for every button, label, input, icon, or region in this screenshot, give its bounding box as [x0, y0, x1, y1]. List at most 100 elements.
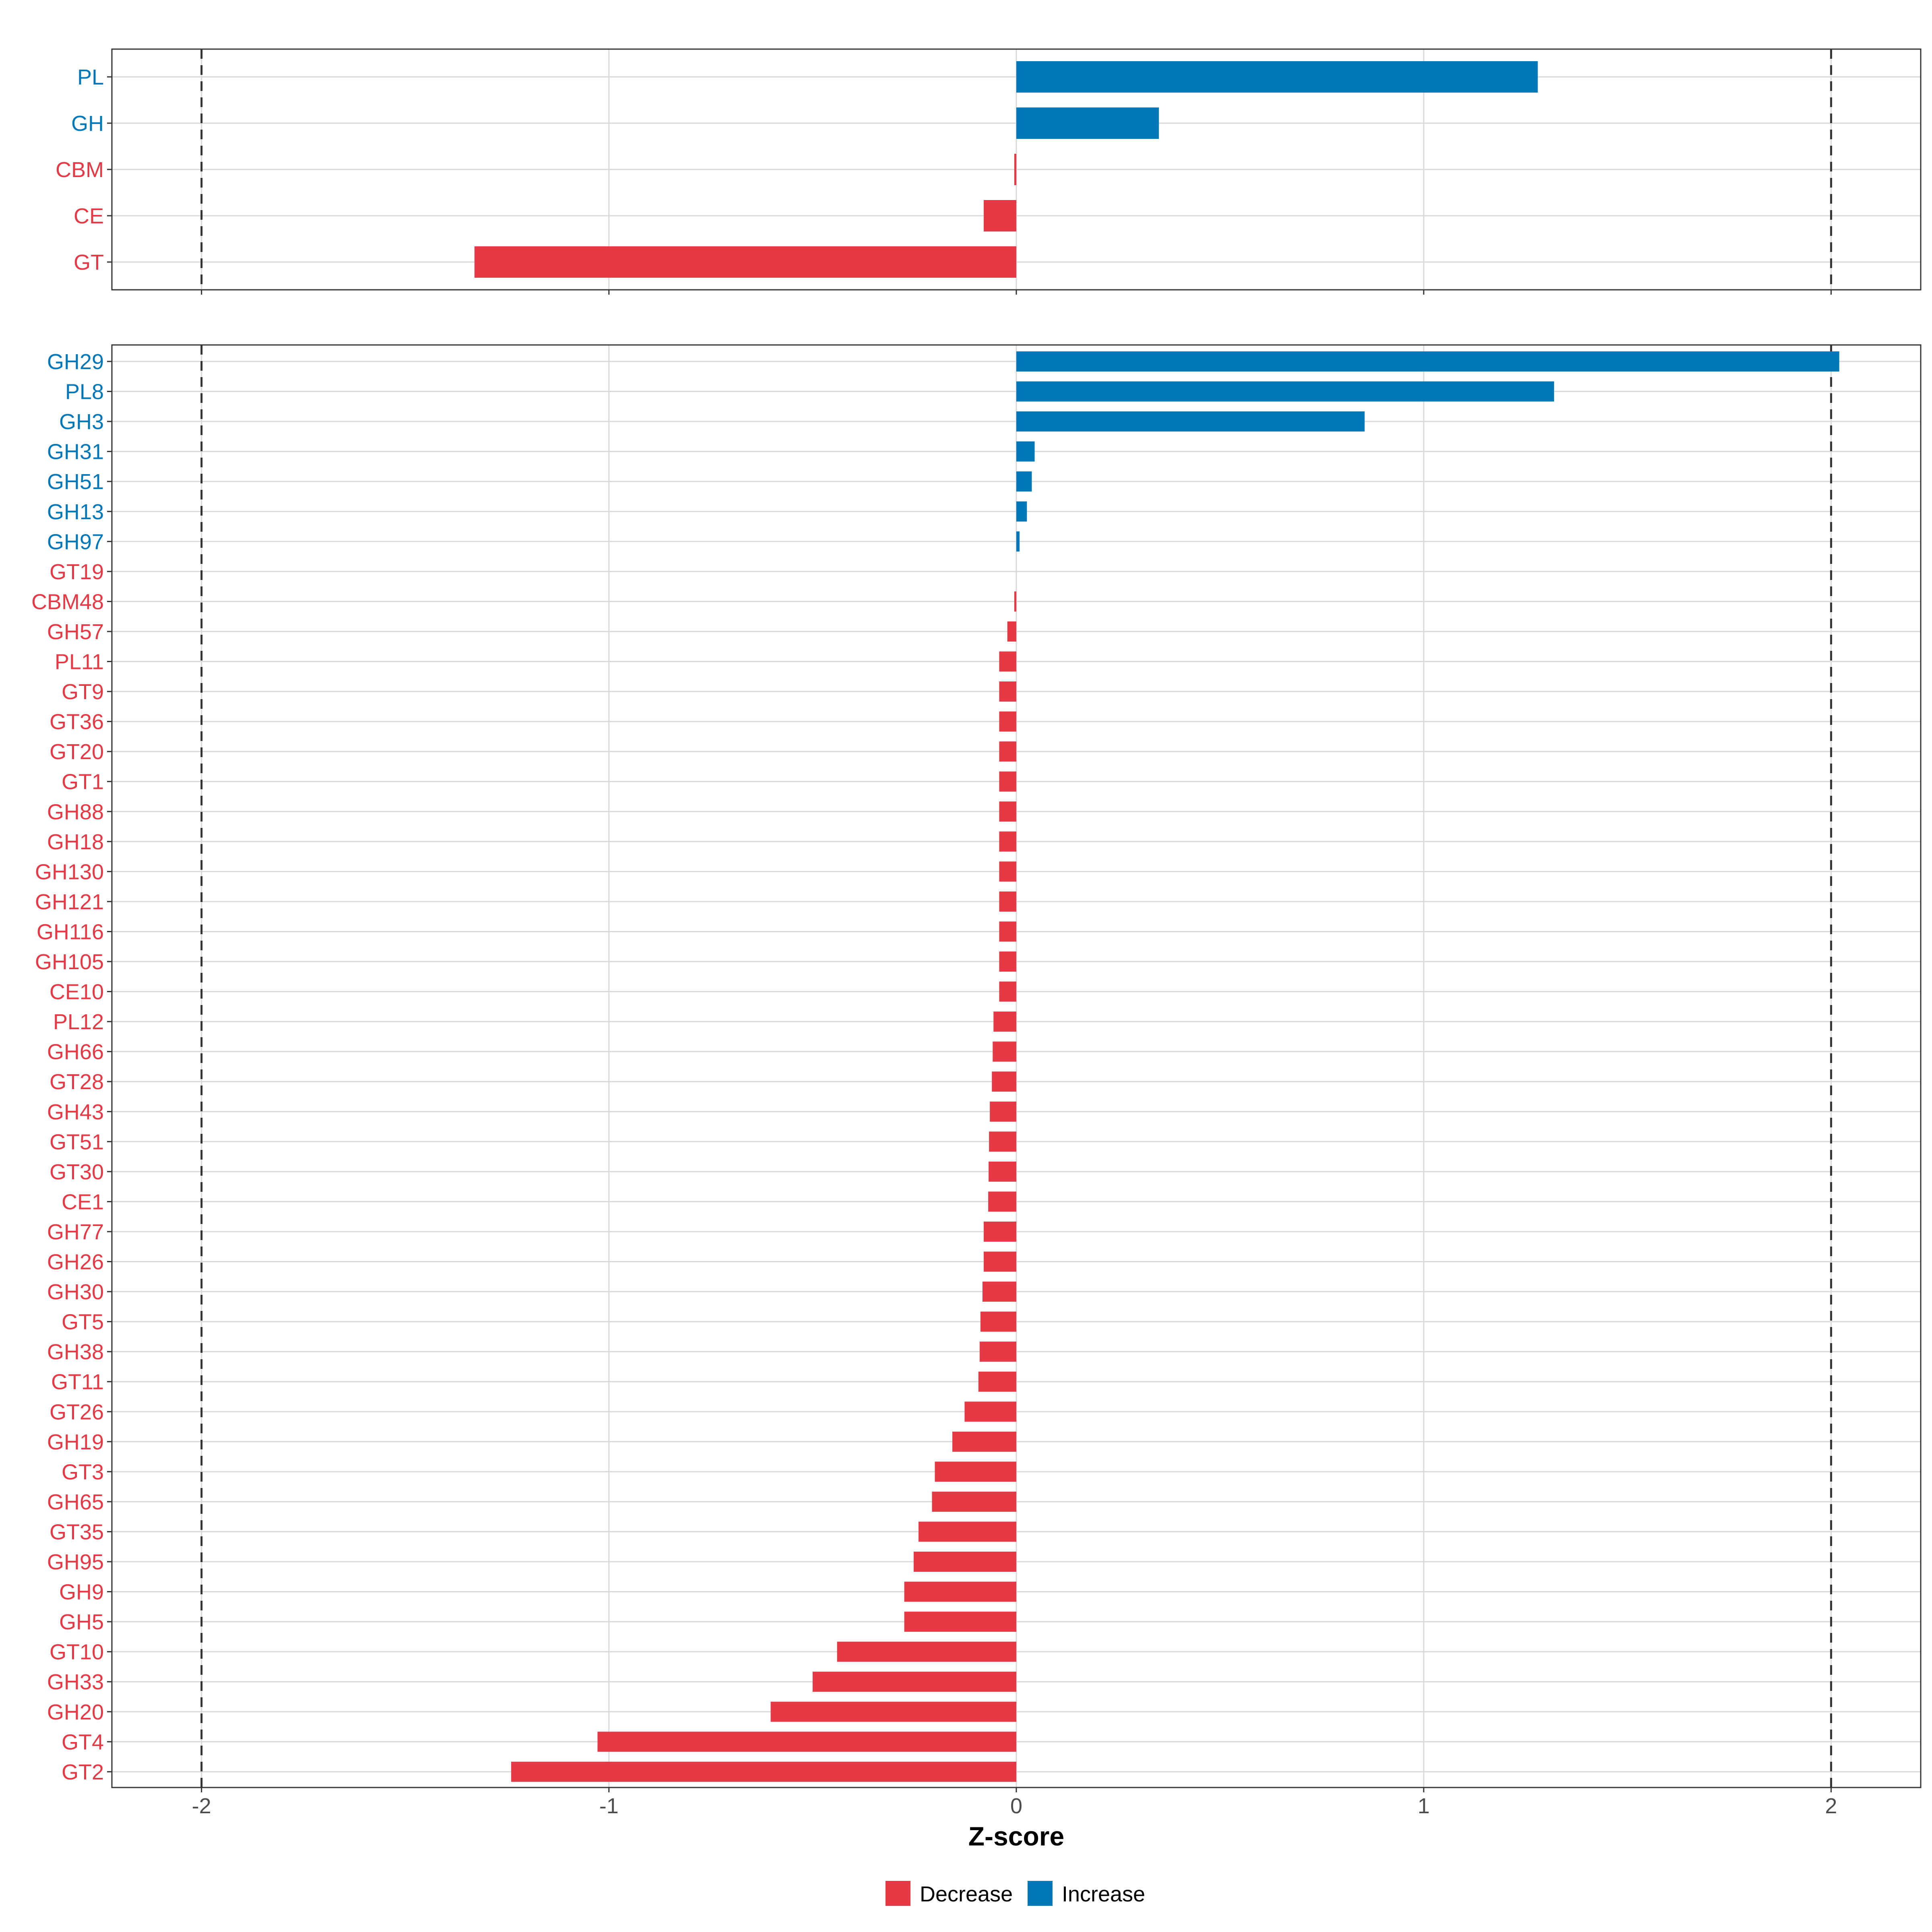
bottom-panel: GH29 PL8 GH3 GH31 GH51 GH13 GH97 GT19 CBM48 GH57 P…: [31, 344, 1922, 1792]
bottom-ylabel-pl12: PL12: [53, 1010, 104, 1034]
bottom-bar-gh77: [984, 1221, 1016, 1242]
bottom-ylabel-gh20: GH20: [47, 1700, 104, 1724]
bottom-ylabel-gt28: GT28: [50, 1070, 104, 1094]
bottom-ylabel-gt10: GT10: [50, 1640, 104, 1664]
bottom-bar-cbm48: [1014, 591, 1016, 612]
bottom-ylabel-gh88: GH88: [47, 800, 104, 824]
bottom-ylabel-gh65: GH65: [47, 1490, 104, 1514]
bottom-bar-gh57: [1007, 621, 1016, 642]
bottom-bar-pl8: [1016, 381, 1554, 402]
bottom-bar-gt10: [837, 1641, 1016, 1662]
top-bar-cbm: [1014, 154, 1016, 185]
bottom-ylabel-gt36: GT36: [50, 710, 104, 734]
legend-swatch-increase: [1028, 1881, 1053, 1906]
bottom-ylabel-gh95: GH95: [47, 1550, 104, 1574]
top-ylabel-cbm: CBM: [56, 158, 104, 182]
bottom-bar-gh3: [1016, 411, 1365, 432]
bottom-bar-gt20: [999, 741, 1016, 762]
bottom-ylabel-gh31: GH31: [47, 440, 104, 464]
bottom-bar-gt5: [980, 1311, 1016, 1332]
bottom-bar-gt11: [978, 1371, 1016, 1392]
bottom-bar-gh13: [1016, 501, 1027, 522]
bottom-ylabel-gt35: GT35: [50, 1520, 104, 1544]
x-tick-label-2: 2: [1825, 1794, 1837, 1818]
top-ylabel-gh: GH: [71, 111, 104, 136]
bottom-bar-gt4: [597, 1732, 1016, 1752]
x-tick-label--2: -2: [192, 1794, 211, 1818]
bottom-bar-gt9: [999, 681, 1016, 702]
top-ylabel-pl: PL: [77, 65, 104, 89]
bottom-ylabel-gh38: GH38: [47, 1340, 104, 1364]
bottom-ylabel-gt5: GT5: [62, 1310, 104, 1334]
bottom-ylabel-gt19: GT19: [50, 560, 104, 584]
bottom-bar-gh18: [999, 831, 1016, 852]
bottom-bar-gt30: [989, 1161, 1016, 1182]
bottom-bar-gh66: [993, 1041, 1016, 1062]
bottom-ylabel-gh29: GH29: [47, 350, 104, 374]
bottom-ylabel-gt9: GT9: [62, 680, 104, 704]
bottom-bar-gh130: [999, 861, 1016, 882]
bottom-bar-gh31: [1016, 441, 1035, 462]
bottom-ylabel-gt1: GT1: [62, 770, 104, 794]
bottom-ylabel-gh116: GH116: [37, 920, 104, 944]
bottom-bar-pl11: [999, 651, 1016, 672]
bottom-ylabel-gh26: GH26: [47, 1250, 104, 1274]
bottom-ylabel-gh43: GH43: [47, 1100, 104, 1124]
bottom-ylabel-gh3: GH3: [59, 410, 104, 434]
bottom-ylabel-gh51: GH51: [47, 470, 104, 494]
bottom-bar-gh20: [770, 1701, 1016, 1722]
bottom-ylabel-gt30: GT30: [50, 1160, 104, 1184]
legend-swatch-decrease: [886, 1881, 910, 1906]
bottom-bar-gh97: [1016, 531, 1020, 552]
top-bar-gh: [1016, 107, 1159, 139]
bottom-ylabel-ce1: CE1: [62, 1190, 104, 1214]
bottom-bar-gh30: [982, 1282, 1016, 1302]
bottom-ylabel-gt20: GT20: [50, 740, 104, 764]
bottom-bar-gh33: [812, 1672, 1016, 1692]
bottom-bar-gt28: [992, 1071, 1016, 1092]
bottom-bar-ce10: [999, 981, 1016, 1002]
bottom-bar-ce1: [988, 1191, 1016, 1212]
bottom-bar-gh95: [913, 1552, 1016, 1572]
bottom-bar-gt1: [999, 771, 1016, 792]
bottom-bar-gt2: [511, 1761, 1016, 1782]
bottom-bar-gh121: [999, 891, 1016, 912]
legend-label-decrease: Decrease: [920, 1882, 1013, 1906]
x-tick-label-1: 1: [1418, 1794, 1430, 1818]
x-axis: -2 -1 0 1 2: [192, 1794, 1837, 1818]
bottom-ylabel-gt2: GT2: [62, 1760, 104, 1784]
bottom-ylabel-gh19: GH19: [47, 1430, 104, 1454]
legend-label-increase: Increase: [1062, 1882, 1145, 1906]
bottom-ylabel-cbm48: CBM48: [31, 590, 104, 614]
x-axis-title: Z-score: [968, 1821, 1064, 1851]
bottom-ylabel-gh33: GH33: [47, 1670, 104, 1694]
bottom-ylabel-gh97: GH97: [47, 530, 104, 554]
bottom-bar-gh26: [984, 1251, 1016, 1272]
bottom-bar-gt26: [964, 1402, 1016, 1422]
bottom-bar-gh88: [999, 801, 1016, 822]
bottom-ylabel-pl11: PL11: [55, 650, 104, 674]
bottom-ylabel-gh5: GH5: [59, 1610, 104, 1634]
bottom-bar-gh43: [990, 1101, 1016, 1122]
bottom-bar-gh19: [952, 1431, 1016, 1452]
bottom-ylabel-gt11: GT11: [51, 1370, 104, 1394]
top-ylabel-gt: GT: [74, 250, 104, 275]
bottom-bar-gh9: [904, 1581, 1016, 1602]
bottom-bar-gh29: [1016, 351, 1839, 372]
bottom-bar-gt3: [935, 1461, 1016, 1482]
bottom-bar-gh51: [1016, 471, 1032, 492]
bottom-ylabel-gh30: GH30: [47, 1280, 104, 1304]
top-bar-pl: [1016, 61, 1538, 93]
bottom-ylabel-gh66: GH66: [47, 1040, 104, 1064]
bottom-ylabel-gh9: GH9: [59, 1580, 104, 1604]
bottom-bar-gt51: [989, 1131, 1016, 1152]
bottom-ylabel-gh105: GH105: [35, 950, 104, 974]
bottom-bar-gt36: [999, 711, 1016, 732]
bottom-ylabel-gh57: GH57: [47, 620, 104, 644]
top-bar-gt: [474, 246, 1016, 278]
bottom-ylabel-pl8: PL8: [65, 380, 104, 404]
bottom-ylabel-gh130: GH130: [35, 860, 104, 884]
x-tick-label-0: 0: [1010, 1794, 1022, 1818]
bottom-bar-gh116: [999, 921, 1016, 942]
